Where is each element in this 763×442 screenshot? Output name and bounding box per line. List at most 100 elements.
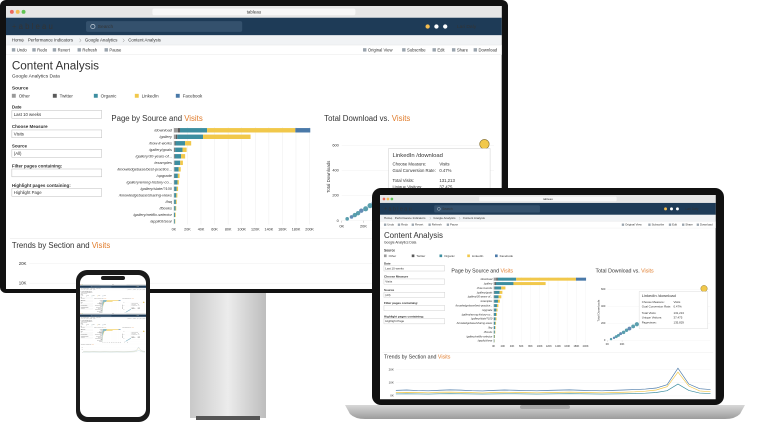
toolbar-button[interactable]: Original View [368, 47, 394, 52]
scatter-point [634, 322, 639, 327]
tooltip-value: 131,213 [138, 306, 141, 308]
tooltip-value: 131,213 [439, 178, 455, 183]
filter-label: Source [384, 288, 395, 292]
search-icon [90, 24, 96, 29]
toolbar-button[interactable]: Original View [625, 223, 643, 227]
window-button [81, 313, 82, 315]
category-label: /how-it-works [148, 141, 172, 146]
x-tick-label: 160K [564, 345, 570, 348]
toolbar-button[interactable]: Edit [672, 223, 677, 227]
tooltip-label: Choose Measure: [131, 333, 136, 335]
bar-segment [501, 286, 506, 290]
toolbar-button[interactable]: Edit [437, 47, 445, 52]
scatter-point [624, 328, 629, 332]
bar-segment [513, 282, 546, 286]
toolbar-button[interactable]: Refresh [82, 47, 97, 52]
filter-input[interactable] [11, 110, 102, 119]
filter-input[interactable] [383, 318, 445, 325]
scatter-point [126, 340, 127, 342]
filter-input[interactable] [80, 303, 93, 305]
toolbar-button[interactable]: Redo [37, 47, 48, 52]
filter-input[interactable] [11, 188, 102, 197]
toolbar-button[interactable]: Share [457, 47, 469, 52]
toolbar-button[interactable]: Revert [415, 223, 424, 227]
bar-segment [177, 173, 180, 179]
toolbar-button[interactable]: Redo [401, 223, 408, 227]
filter-input[interactable] [80, 300, 93, 302]
header-icon [670, 207, 673, 211]
toolbar-button[interactable]: Download [478, 47, 497, 52]
filter-input[interactable] [383, 265, 445, 272]
laptop-notch [520, 405, 570, 409]
monitor-foot [196, 416, 260, 420]
filter-input[interactable] [383, 292, 445, 298]
toolbar-button[interactable]: Subscribe [407, 47, 426, 52]
dashboard-subtitle: Google Analytics Data [81, 322, 88, 324]
window-button [9, 9, 14, 14]
filter-label: Highlight pages containing: [81, 307, 89, 309]
filter-input[interactable] [80, 329, 93, 331]
search-icon [91, 286, 92, 288]
app-header [80, 285, 147, 288]
breadcrumb-chevron [459, 217, 461, 220]
y-tick-label: 10K [82, 349, 83, 351]
x-tick-label: 80K [528, 345, 533, 348]
trend-line [395, 371, 711, 394]
tooltip-label: Total Visits: [131, 335, 135, 337]
filter-input[interactable] [80, 297, 93, 299]
filter-label: Filter pages containing: [81, 304, 88, 306]
bar-segment [497, 277, 517, 281]
legend-label: Other [82, 295, 84, 297]
tooltip-value: Visits [138, 304, 140, 306]
toolbar-button[interactable]: Revert [58, 47, 71, 52]
filter-input[interactable] [11, 149, 102, 158]
filter-input[interactable] [80, 305, 93, 307]
legend-swatch [134, 93, 139, 98]
toolbar-icon [682, 223, 685, 226]
filter-label: Highlight pages containing: [384, 314, 424, 318]
bar-segment [176, 193, 178, 198]
filter-input[interactable] [80, 337, 93, 339]
toolbar-button[interactable]: Refresh [432, 223, 442, 227]
bar-segment [493, 339, 495, 343]
tooltip-title: LinkedIn /download [131, 332, 138, 334]
toolbar-button[interactable]: Download [700, 223, 713, 227]
scatter-point [631, 324, 636, 329]
toolbar-icon [11, 48, 16, 52]
toolbar-button[interactable]: Undo [17, 47, 28, 52]
toolbar-button[interactable]: Subscribe [652, 223, 665, 227]
y-axis-label: Total Downloads [122, 304, 124, 309]
filter-input[interactable] [80, 308, 93, 310]
filter-input[interactable] [11, 129, 102, 139]
scatter-point [621, 330, 626, 335]
toolbar-button[interactable]: Undo [387, 223, 394, 227]
toolbar-icon [52, 48, 57, 52]
bar-segment [175, 141, 186, 146]
filter-input[interactable] [383, 305, 445, 311]
category-label: /gallery/goals [476, 290, 493, 294]
toolbar-button[interactable]: Pause [450, 223, 458, 227]
category-label: /gallery/netflix-selector [465, 334, 492, 338]
window-button [82, 284, 83, 286]
toolbar-button[interactable]: Pause [109, 47, 122, 52]
toolbar [80, 289, 147, 291]
chart-title-text: Total Download vs. [595, 269, 641, 275]
filter-input[interactable] [80, 332, 93, 334]
breadcrumb-item: Content Analysis [96, 317, 101, 319]
dashboard-title: Content Analysis [12, 60, 99, 73]
bar-segment [496, 277, 498, 281]
tooltip-value: 135,829 [138, 337, 141, 339]
filter-input[interactable] [383, 278, 445, 285]
trend-line [83, 347, 146, 352]
filter-input[interactable] [80, 334, 93, 336]
legend-swatch [91, 324, 93, 326]
filter-input[interactable] [80, 326, 93, 328]
filter-input[interactable] [11, 168, 102, 178]
bar-segment [173, 128, 178, 133]
bar-segment [493, 277, 497, 281]
tooltip-value: 37,475 [673, 316, 682, 320]
bar-segment [494, 308, 497, 312]
toolbar-button[interactable]: Share [685, 223, 693, 227]
bar-segment [102, 334, 104, 336]
